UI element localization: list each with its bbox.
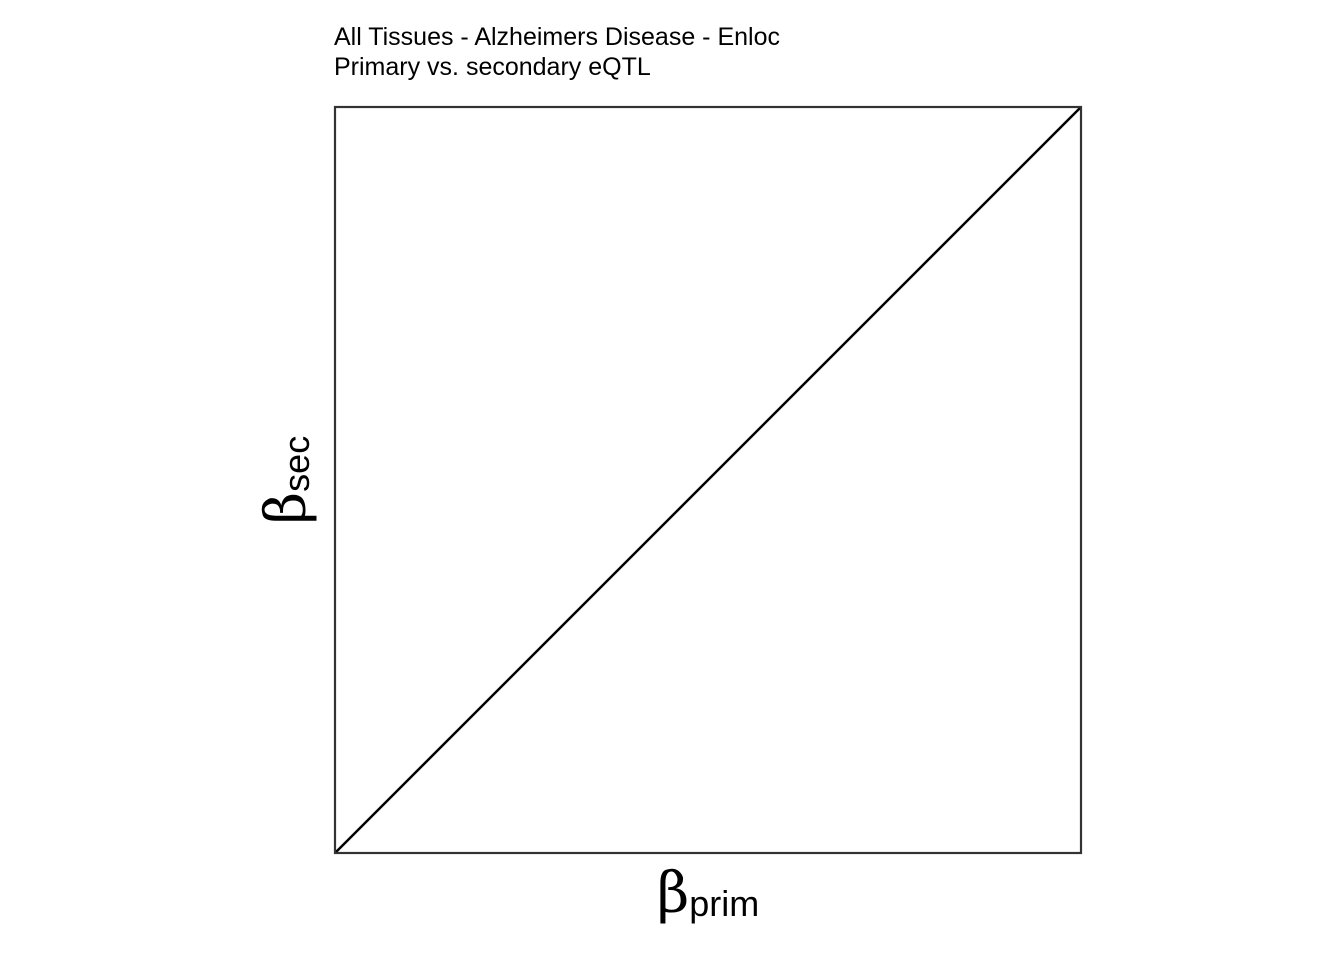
- series-line-0: [334, 106, 1082, 854]
- plot-frame: [333, 105, 1083, 855]
- x-axis-label-symbol: β: [657, 861, 689, 926]
- x-axis-label-subscript: prim: [689, 883, 759, 924]
- y-axis-label-symbol: β: [254, 492, 319, 524]
- chart-title: All Tissues - Alzheimers Disease - Enloc: [334, 23, 780, 51]
- x-axis-label: βprim: [657, 861, 759, 926]
- series-layer: [334, 106, 1082, 854]
- y-axis-label: βsec: [254, 436, 319, 524]
- y-axis-label-subscript: sec: [276, 436, 317, 492]
- chart-subtitle: Primary vs. secondary eQTL: [334, 53, 651, 81]
